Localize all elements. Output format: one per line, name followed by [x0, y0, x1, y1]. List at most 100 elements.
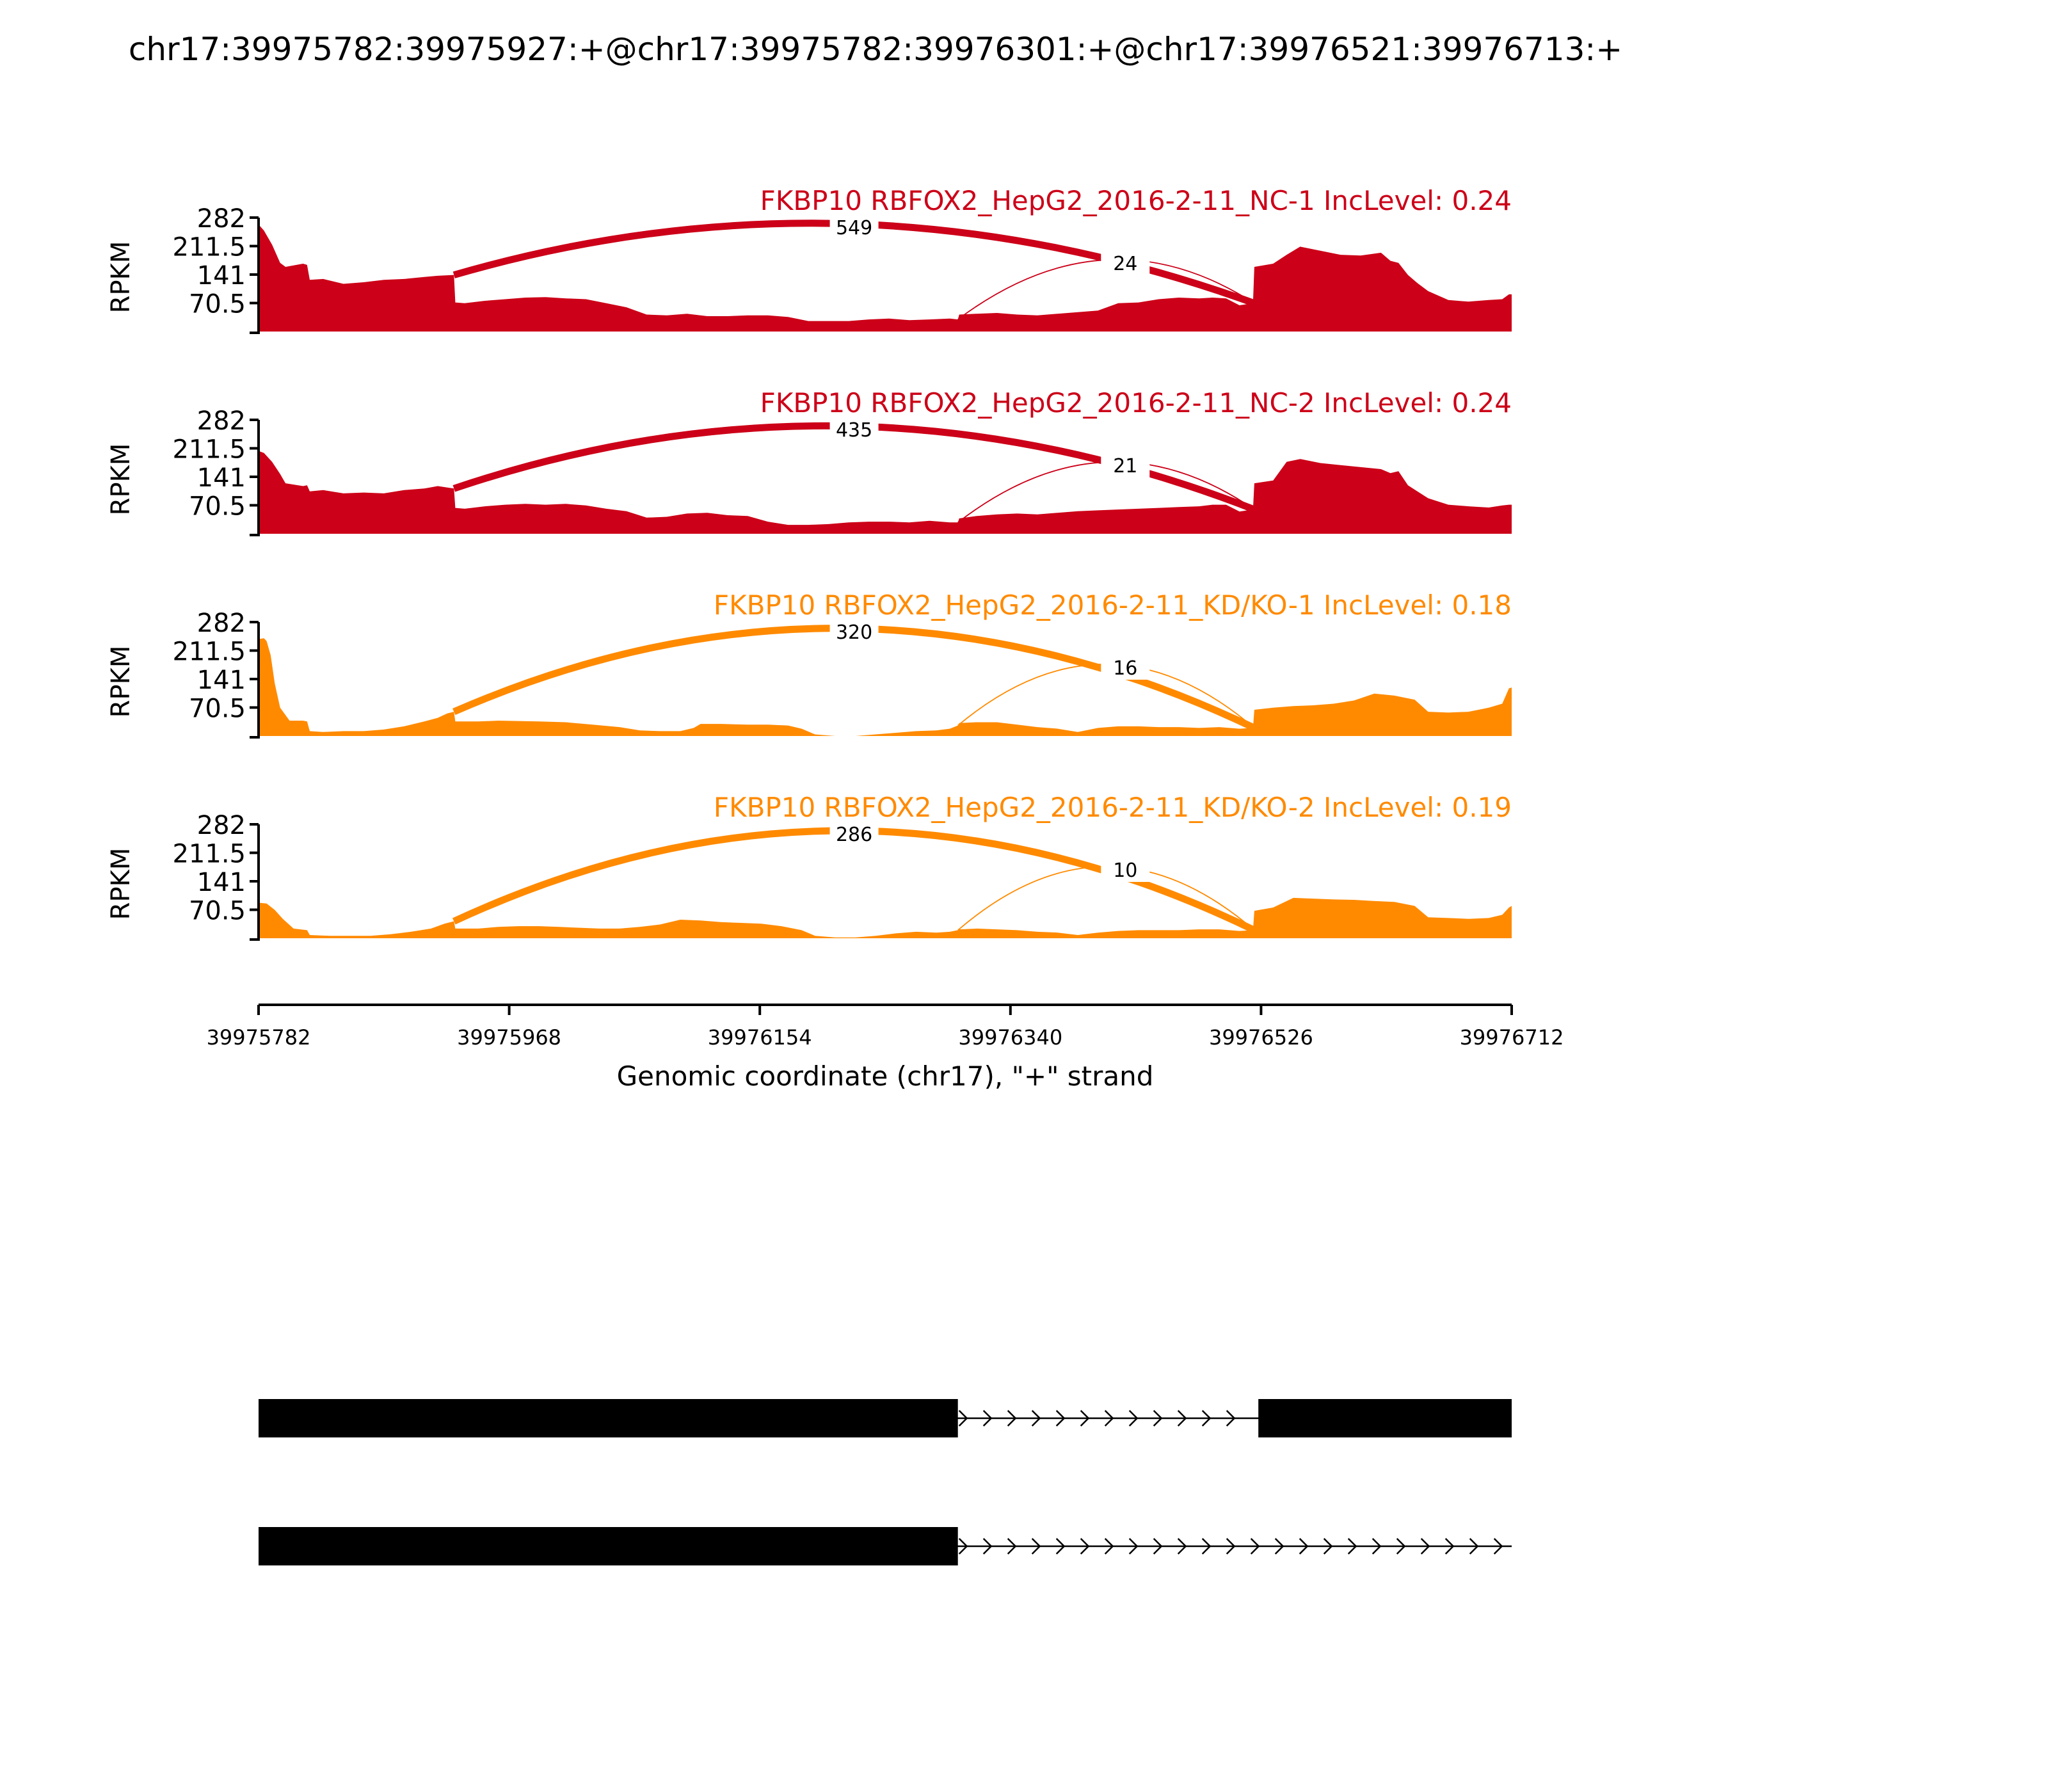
coverage-area	[259, 224, 1512, 332]
transcript-models	[259, 1399, 1512, 1565]
intron-arrow	[1031, 1410, 1041, 1427]
y-tick-label: 141	[197, 666, 246, 695]
exon	[259, 1527, 958, 1565]
y-axis-label: RPKM	[106, 646, 136, 718]
coverage-area	[259, 451, 1512, 534]
y-tick-label: 211.5	[172, 637, 246, 667]
y-tick-label: 141	[197, 868, 246, 897]
junction-label: 435	[836, 419, 872, 442]
intron-arrow	[1347, 1538, 1357, 1555]
junction-label-bg	[829, 618, 879, 644]
intron-arrow	[1299, 1538, 1309, 1555]
y-tick-label: 70.5	[189, 290, 246, 319]
transcript-1	[259, 1399, 1512, 1437]
track-title: FKBP10 RBFOX2_HepG2_2016-2-11_KD/KO-2 In…	[714, 792, 1512, 823]
exon	[259, 1399, 958, 1437]
coverage-area	[259, 638, 1512, 736]
intron-arrow	[1493, 1538, 1503, 1555]
y-tick-label: 70.5	[189, 897, 246, 926]
junction-label-bg	[1101, 856, 1150, 882]
junction-label: 549	[836, 217, 872, 239]
y-axis-label: RPKM	[106, 444, 136, 516]
intron-arrow	[1177, 1538, 1187, 1555]
intron-arrow	[1250, 1538, 1260, 1555]
x-tick-label: 39976712	[1460, 1025, 1564, 1050]
intron-arrow	[1177, 1410, 1187, 1427]
intron-arrow	[1201, 1538, 1212, 1555]
intron-arrow	[1007, 1538, 1017, 1555]
intron-arrow	[1153, 1538, 1163, 1555]
junction-label: 320	[836, 621, 872, 644]
y-tick-label: 282	[197, 609, 246, 638]
intron-arrow	[1128, 1538, 1139, 1555]
track-title: FKBP10 RBFOX2_HepG2_2016-2-11_NC-2 IncLe…	[760, 387, 1512, 419]
intron-arrow	[1007, 1410, 1017, 1427]
figure-title: chr17:39975782:39975927:+@chr17:39975782…	[129, 31, 1622, 68]
y-axis-label: RPKM	[106, 848, 136, 920]
y-tick-label: 211.5	[172, 233, 246, 262]
intron-arrow	[1444, 1538, 1455, 1555]
y-tick-label: 282	[197, 811, 246, 840]
y-tick-label: 211.5	[172, 840, 246, 869]
intron-arrow	[1323, 1538, 1333, 1555]
junction-label: 10	[1113, 860, 1137, 882]
intron-arrow	[1128, 1410, 1139, 1427]
y-tick-label: 282	[197, 406, 246, 436]
y-tick-label: 211.5	[172, 435, 246, 465]
intron-arrow	[1226, 1538, 1236, 1555]
x-axis-ticks: 39975782 39975968 39976154 39976340 39976526…	[207, 1005, 1564, 1050]
exon	[1258, 1399, 1512, 1437]
intron-arrow	[1201, 1410, 1212, 1427]
x-tick-label: 39976340	[958, 1025, 1062, 1050]
intron-arrow	[1055, 1410, 1066, 1427]
junction-label-bg	[1101, 250, 1150, 275]
intron-arrow	[958, 1538, 968, 1555]
y-tick-label: 282	[197, 204, 246, 234]
x-tick-label: 39975968	[457, 1025, 561, 1050]
intron-arrow	[982, 1410, 993, 1427]
intron-arrow	[1104, 1538, 1114, 1555]
intron-arrow	[982, 1538, 993, 1555]
y-tick-label: 70.5	[189, 694, 246, 724]
y-tick-label: 141	[197, 463, 246, 493]
junction-label-bg	[1101, 654, 1150, 680]
track-title: FKBP10 RBFOX2_HepG2_2016-2-11_NC-1 IncLe…	[760, 185, 1512, 216]
intron-arrow	[1396, 1538, 1406, 1555]
intron-arrow	[1420, 1538, 1430, 1555]
intron-arrow	[1080, 1538, 1090, 1555]
y-tick-label: 70.5	[189, 492, 246, 522]
x-tick-label: 39976526	[1209, 1025, 1313, 1050]
junction-label-bg	[829, 416, 879, 442]
track-title: FKBP10 RBFOX2_HepG2_2016-2-11_KD/KO-1 In…	[714, 589, 1512, 621]
x-axis-label: Genomic coordinate (chr17), "+" strand	[617, 1060, 1154, 1092]
intron-arrow	[1031, 1538, 1041, 1555]
intron-arrow	[958, 1410, 968, 1427]
intron-arrow	[1372, 1538, 1382, 1555]
intron-arrow	[1055, 1538, 1066, 1555]
x-tick-label: 39975782	[207, 1025, 311, 1050]
x-tick-label: 39976154	[708, 1025, 812, 1050]
junction-label-bg	[829, 214, 879, 239]
intron-arrow	[1226, 1410, 1236, 1427]
junction-label: 24	[1113, 253, 1137, 275]
intron-arrow	[1274, 1538, 1284, 1555]
junction-label-bg	[829, 820, 879, 846]
intron-arrow	[1080, 1410, 1090, 1427]
intron-arrow	[1469, 1538, 1479, 1555]
transcript-2	[259, 1527, 1512, 1565]
y-axis-label: RPKM	[106, 241, 136, 314]
x-axis: 39975782 39975968 39976154 39976340 39976526…	[207, 1004, 1564, 1092]
intron-arrow	[1153, 1410, 1163, 1427]
y-tick-label: 141	[197, 261, 246, 291]
junction-label: 16	[1113, 657, 1137, 680]
junction-label: 286	[836, 824, 872, 846]
